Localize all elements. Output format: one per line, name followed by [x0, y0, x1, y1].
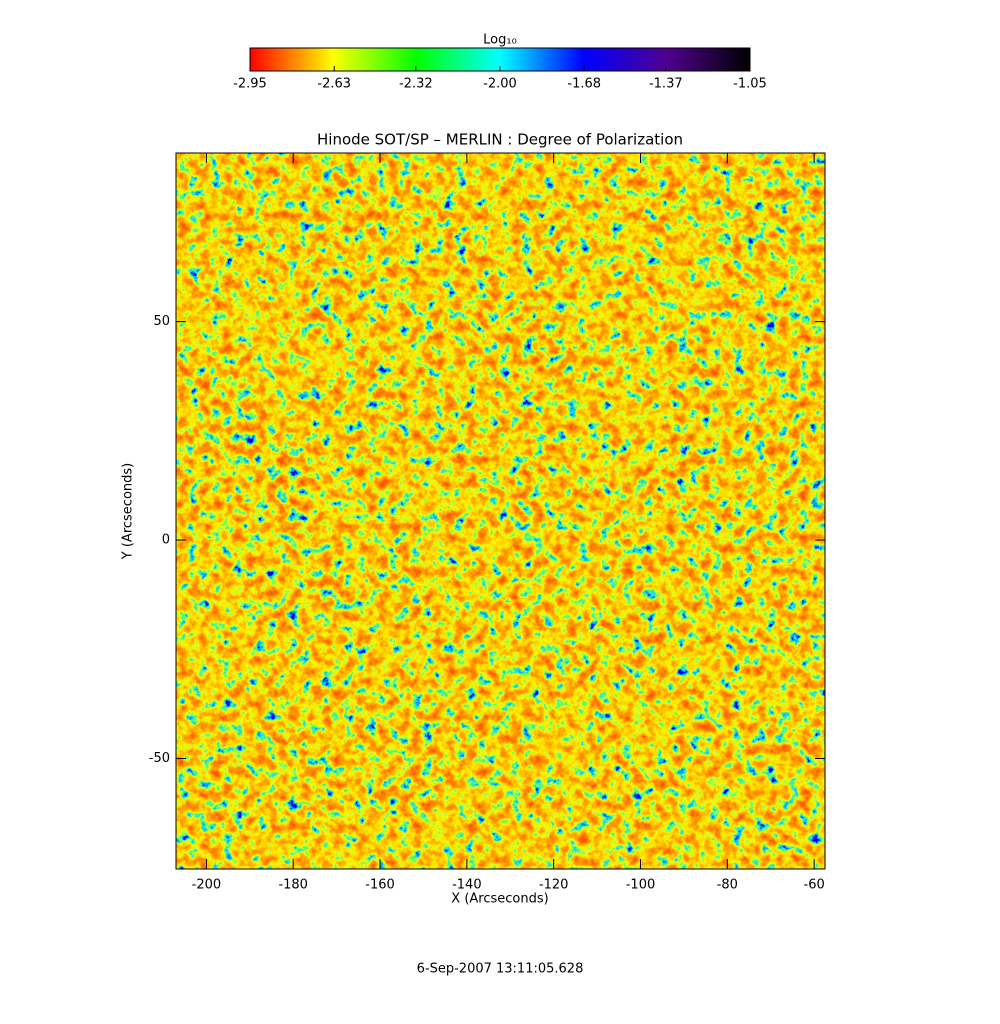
colorbar-tick-label: -2.00 — [483, 77, 517, 92]
y-tick-label: 50 — [153, 314, 170, 329]
plot-frame — [175, 152, 826, 870]
colorbar-tick-label: -2.95 — [233, 77, 267, 92]
colorbar-tick-label: -1.05 — [733, 77, 767, 92]
colorbar-tick-label: -2.32 — [399, 77, 433, 92]
polarization-map — [176, 153, 825, 869]
colorbar-tick-label: -1.68 — [567, 77, 601, 92]
y-tick-label: -50 — [149, 751, 170, 766]
x-tick-label: -60 — [804, 878, 825, 893]
x-tick-label: -180 — [278, 878, 308, 893]
x-tick-label: -120 — [539, 878, 569, 893]
x-tick-label: -80 — [717, 878, 738, 893]
chart-title: Hinode SOT/SP – MERLIN : Degree of Polar… — [317, 131, 683, 149]
colorbar-tick-label: -2.63 — [317, 77, 351, 92]
colorbar-tick-label: -1.37 — [649, 77, 683, 92]
x-tick-label: -160 — [365, 878, 395, 893]
colorbar-title: Log₁₀ — [483, 33, 517, 48]
x-axis-label: X (Arcseconds) — [451, 892, 548, 907]
x-tick-label: -200 — [192, 878, 222, 893]
y-tick-label: 0 — [162, 533, 170, 548]
y-axis-label: Y (Arcseconds) — [121, 463, 136, 560]
x-tick-label: -100 — [626, 878, 656, 893]
x-tick-label: -140 — [452, 878, 482, 893]
timestamp: 6-Sep-2007 13:11:05.628 — [417, 962, 584, 977]
